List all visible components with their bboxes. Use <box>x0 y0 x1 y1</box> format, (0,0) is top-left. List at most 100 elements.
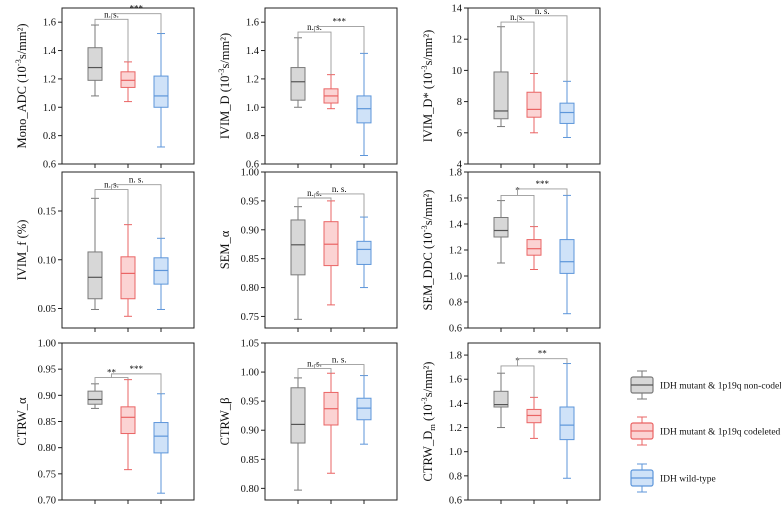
legend-label: IDH wild-type <box>660 475 716 485</box>
y-axis-label: CTRW_α <box>15 397 29 446</box>
iqr-box <box>87 47 103 81</box>
y-tick-label: 1.4 <box>43 46 57 57</box>
significance-bracket <box>517 188 568 196</box>
y-tick-label: 0.10 <box>38 255 56 266</box>
significance-bracket <box>297 31 332 75</box>
box-gray <box>290 37 306 108</box>
y-tick-label: 1.2 <box>246 74 259 85</box>
significance-label: *** <box>130 364 144 374</box>
y-axis-label: SEM_DDC (10-3s/mm²) <box>419 190 435 311</box>
significance-label: *** <box>130 4 144 14</box>
box-plot-panels: 0.6 0.8 1.0 1.2 1.4 1.6 Mono_ADC (10-3s/mm²) n.… <box>13 4 601 507</box>
y-tick-label: 6 <box>457 128 462 139</box>
y-tick-label: 0.8 <box>43 131 56 142</box>
box-gray <box>290 206 306 320</box>
y-tick-label: 1.2 <box>449 423 462 434</box>
y-tick-label: 1.0 <box>449 447 462 458</box>
significance-label: n. s. <box>332 184 347 194</box>
significance-bracket <box>517 358 568 366</box>
box-blue <box>153 393 169 494</box>
significance-bracket <box>297 197 332 207</box>
iqr-box <box>290 67 306 101</box>
y-axis-label: IVIM_f (%) <box>15 220 29 281</box>
y-tick-label: 1.6 <box>246 18 259 29</box>
box-blue <box>356 52 372 156</box>
significance-label: n. s. <box>332 355 347 365</box>
significance-bracket <box>94 18 129 62</box>
box-red <box>120 379 136 471</box>
y-tick-label: 1.00 <box>241 368 259 379</box>
legend-item-red: IDH mutant & 1p19q codeleted <box>630 416 781 446</box>
iqr-box <box>493 217 509 238</box>
box-gray <box>493 372 509 429</box>
y-axis-label: IVIM_D* (10-3s/mm²) <box>419 30 435 143</box>
box-red <box>323 372 339 474</box>
y-tick-label: 0.85 <box>241 455 259 466</box>
y-tick-label: 1.8 <box>449 168 462 179</box>
iqr-box <box>87 251 103 300</box>
box-blue <box>559 194 575 315</box>
significance-label: n. s. <box>307 359 322 369</box>
significance-bracket <box>314 193 365 218</box>
iqr-box <box>559 406 575 441</box>
significance-bracket <box>517 15 568 82</box>
y-axis-label: IVIM_D (10-3s/mm²) <box>216 33 232 139</box>
box-blue <box>153 237 169 310</box>
y-tick-label: 1.0 <box>246 103 259 114</box>
iqr-box <box>526 408 542 424</box>
box-red <box>323 200 339 306</box>
iqr-box <box>290 219 306 276</box>
y-tick-label: 0.6 <box>449 496 462 507</box>
iqr-box <box>559 239 575 274</box>
significance-bracket <box>314 25 365 54</box>
box-blue <box>153 33 169 148</box>
box-gray <box>87 24 103 97</box>
box-blue <box>356 216 372 289</box>
iqr-box <box>87 390 103 405</box>
y-tick-label: 1.2 <box>449 246 462 257</box>
y-tick-label: 1.4 <box>449 220 463 231</box>
box-gray <box>87 383 103 409</box>
iqr-box <box>120 406 136 435</box>
significance-label: *** <box>333 16 347 26</box>
y-tick-label: 4 <box>457 160 463 171</box>
y-tick-label: 0.85 <box>241 254 259 265</box>
iqr-box <box>526 91 542 118</box>
significance-bracket <box>111 373 162 394</box>
y-tick-label: 0.8 <box>449 471 462 482</box>
significance-bracket <box>314 364 365 376</box>
y-tick-label: 0.75 <box>38 469 56 480</box>
y-tick-label: 0.90 <box>38 391 56 402</box>
y-tick-label: 0.70 <box>38 496 56 507</box>
significance-bracket <box>94 377 129 384</box>
box-red <box>323 74 339 110</box>
y-tick-label: 12 <box>452 35 463 46</box>
legend-label: IDH mutant & 1p19q non-codeleted <box>660 382 781 392</box>
box-gray <box>493 200 509 264</box>
significance-bracket <box>111 184 162 239</box>
box-red <box>120 224 136 317</box>
significance-label: ** <box>538 349 548 359</box>
iqr-box <box>120 71 136 88</box>
iqr-box <box>356 397 372 421</box>
y-tick-label: 0.80 <box>241 283 259 294</box>
y-tick-label: 0.90 <box>241 225 259 236</box>
y-tick-label: 0.15 <box>38 207 56 218</box>
y-tick-label: 1.4 <box>246 46 260 57</box>
significance-label: ** <box>107 368 117 378</box>
significance-label: n. s. <box>535 6 550 16</box>
y-tick-label: 0.95 <box>241 397 259 408</box>
y-axis-label: CTRW_β <box>218 397 232 445</box>
y-tick-label: 0.95 <box>241 196 259 207</box>
significance-label: *** <box>536 179 550 189</box>
y-tick-label: 1.6 <box>449 194 462 205</box>
y-tick-label: 0.6 <box>246 160 259 171</box>
y-tick-label: 0.80 <box>38 443 56 454</box>
y-tick-label: 0.8 <box>246 131 259 142</box>
box-blue <box>559 363 575 479</box>
significance-label: n. s. <box>307 188 322 198</box>
y-tick-label: 0.6 <box>449 324 462 335</box>
box-red <box>526 396 542 439</box>
